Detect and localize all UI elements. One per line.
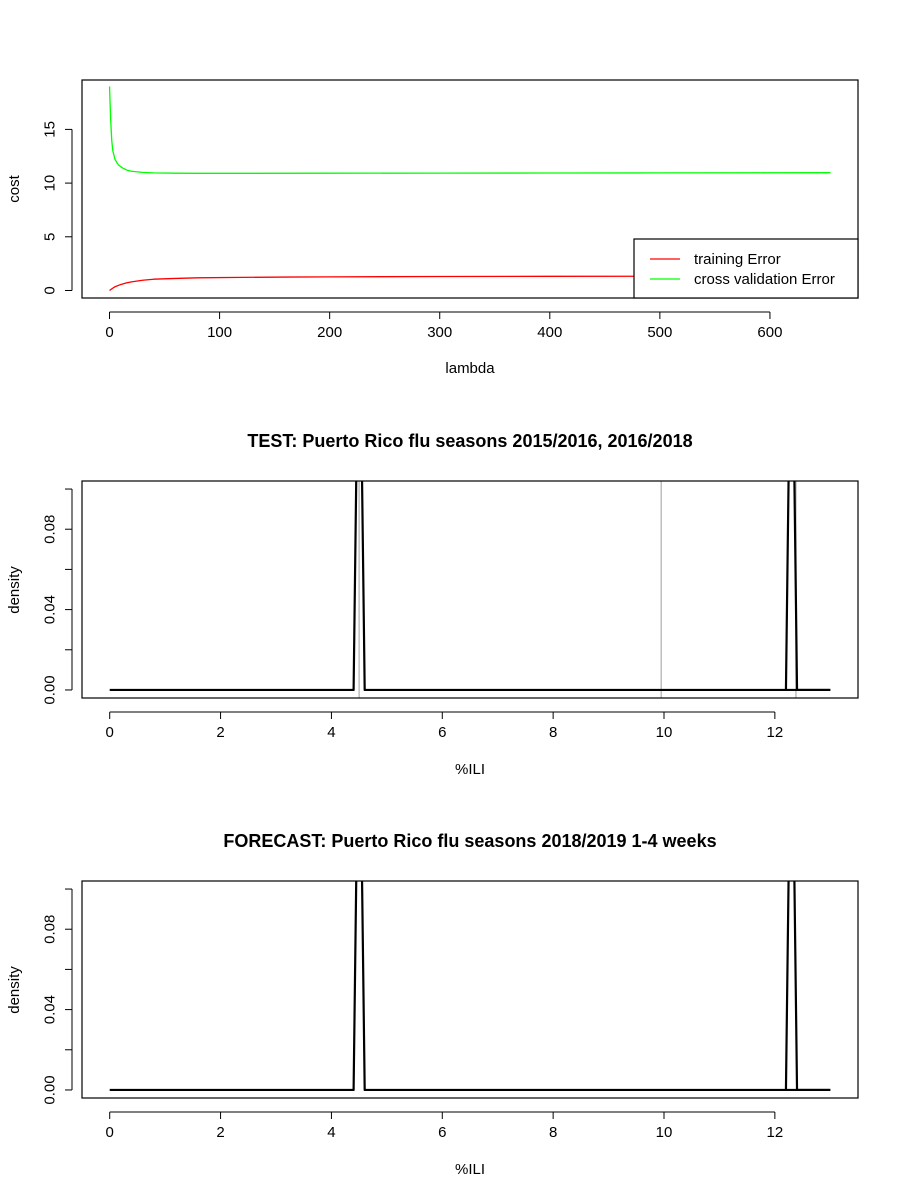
test-density-chart: TEST: Puerto Rico flu seasons 2015/2016,… (6, 431, 859, 778)
test-chart-xlabel: %ILI (455, 761, 485, 778)
test-plot-area (109, 481, 831, 698)
cost-y-tick-label-1: 5 (42, 233, 59, 241)
forecast-chart-series (109, 881, 831, 1092)
forecast-series-line-0 (109, 881, 831, 1092)
cost-plot-area (108, 86, 831, 292)
forecast-y-tick-label-2: 0.08 (42, 915, 59, 944)
cost-y-tick-label-3: 15 (42, 121, 59, 138)
cost-y-tick-label-0: 0 (42, 286, 59, 294)
test-series-line-0 (109, 481, 831, 692)
cost-x-tick-label-0: 0 (105, 324, 113, 341)
cost-chart-series (108, 86, 831, 292)
cost-y-tick-label-2: 10 (42, 175, 59, 192)
cost-x-tick-label-5: 500 (647, 324, 672, 341)
cost-chart: 0 100 200 300 400 500 600 0 5 10 15 lambda cost tr… (6, 79, 859, 377)
cost-x-tick-label-2: 200 (317, 324, 342, 341)
test-x-tick-label-0: 0 (106, 724, 114, 741)
test-chart-frame (81, 480, 859, 699)
forecast-plot-area (109, 881, 831, 1092)
cost-chart-frame (81, 79, 859, 299)
forecast-x-tick-label-3: 6 (438, 1124, 446, 1141)
cost-chart-ylabel: cost (6, 174, 23, 202)
test-chart-title: TEST: Puerto Rico flu seasons 2015/2016,… (247, 431, 692, 451)
test-x-tick-label-2: 4 (327, 724, 335, 741)
test-x-tick-label-3: 6 (438, 724, 446, 741)
test-chart-axes: 0 2 4 6 8 10 12 0.00 0.04 0.08 (42, 488, 784, 741)
forecast-x-tick-label-6: 12 (767, 1124, 784, 1141)
cost-x-tick-label-1: 100 (207, 324, 232, 341)
forecast-y-tick-label-1: 0.04 (42, 995, 59, 1024)
forecast-chart-ylabel: density (6, 966, 23, 1014)
forecast-chart-frame (81, 880, 859, 1099)
test-y-tick-label-0: 0.00 (42, 675, 59, 704)
test-x-tick-label-5: 10 (656, 724, 673, 741)
forecast-x-tick-label-5: 10 (656, 1124, 673, 1141)
legend-box (633, 238, 859, 299)
cost-x-tick-label-3: 300 (427, 324, 452, 341)
cost-chart-xlabel: lambda (445, 360, 495, 377)
forecast-x-tick-label-1: 2 (216, 1124, 224, 1141)
forecast-chart-title: FORECAST: Puerto Rico flu seasons 2018/2… (223, 831, 716, 851)
legend-label-training: training Error (694, 251, 781, 268)
legend-label-cv: cross validation Error (694, 271, 835, 288)
cost-chart-axes: 0 100 200 300 400 500 600 0 5 10 15 (42, 121, 783, 341)
forecast-x-tick-label-0: 0 (106, 1124, 114, 1141)
forecast-x-tick-label-2: 4 (327, 1124, 335, 1141)
test-y-tick-label-2: 0.08 (42, 515, 59, 544)
test-x-tick-label-4: 8 (549, 724, 557, 741)
forecast-series-line-1 (784, 881, 831, 1092)
test-chart-series (109, 481, 831, 698)
forecast-chart-axes: 0 2 4 6 8 10 12 0.00 0.04 0.08 (42, 888, 784, 1141)
cost-x-tick-label-6: 600 (757, 324, 782, 341)
forecast-x-tick-label-4: 8 (549, 1124, 557, 1141)
test-y-tick-label-1: 0.04 (42, 595, 59, 624)
test-series-line-1 (784, 481, 831, 692)
cost-series-line-0 (109, 275, 831, 292)
test-x-tick-label-6: 12 (767, 724, 784, 741)
cost-series-line-1 (108, 86, 831, 174)
cost-x-tick-label-4: 400 (537, 324, 562, 341)
forecast-density-chart: FORECAST: Puerto Rico flu seasons 2018/2… (6, 831, 859, 1178)
test-x-tick-label-1: 2 (216, 724, 224, 741)
forecast-y-tick-label-0: 0.00 (42, 1075, 59, 1104)
cost-chart-legend: training Error cross validation Error (633, 238, 859, 299)
forecast-chart-xlabel: %ILI (455, 1161, 485, 1178)
test-chart-ylabel: density (6, 566, 23, 614)
